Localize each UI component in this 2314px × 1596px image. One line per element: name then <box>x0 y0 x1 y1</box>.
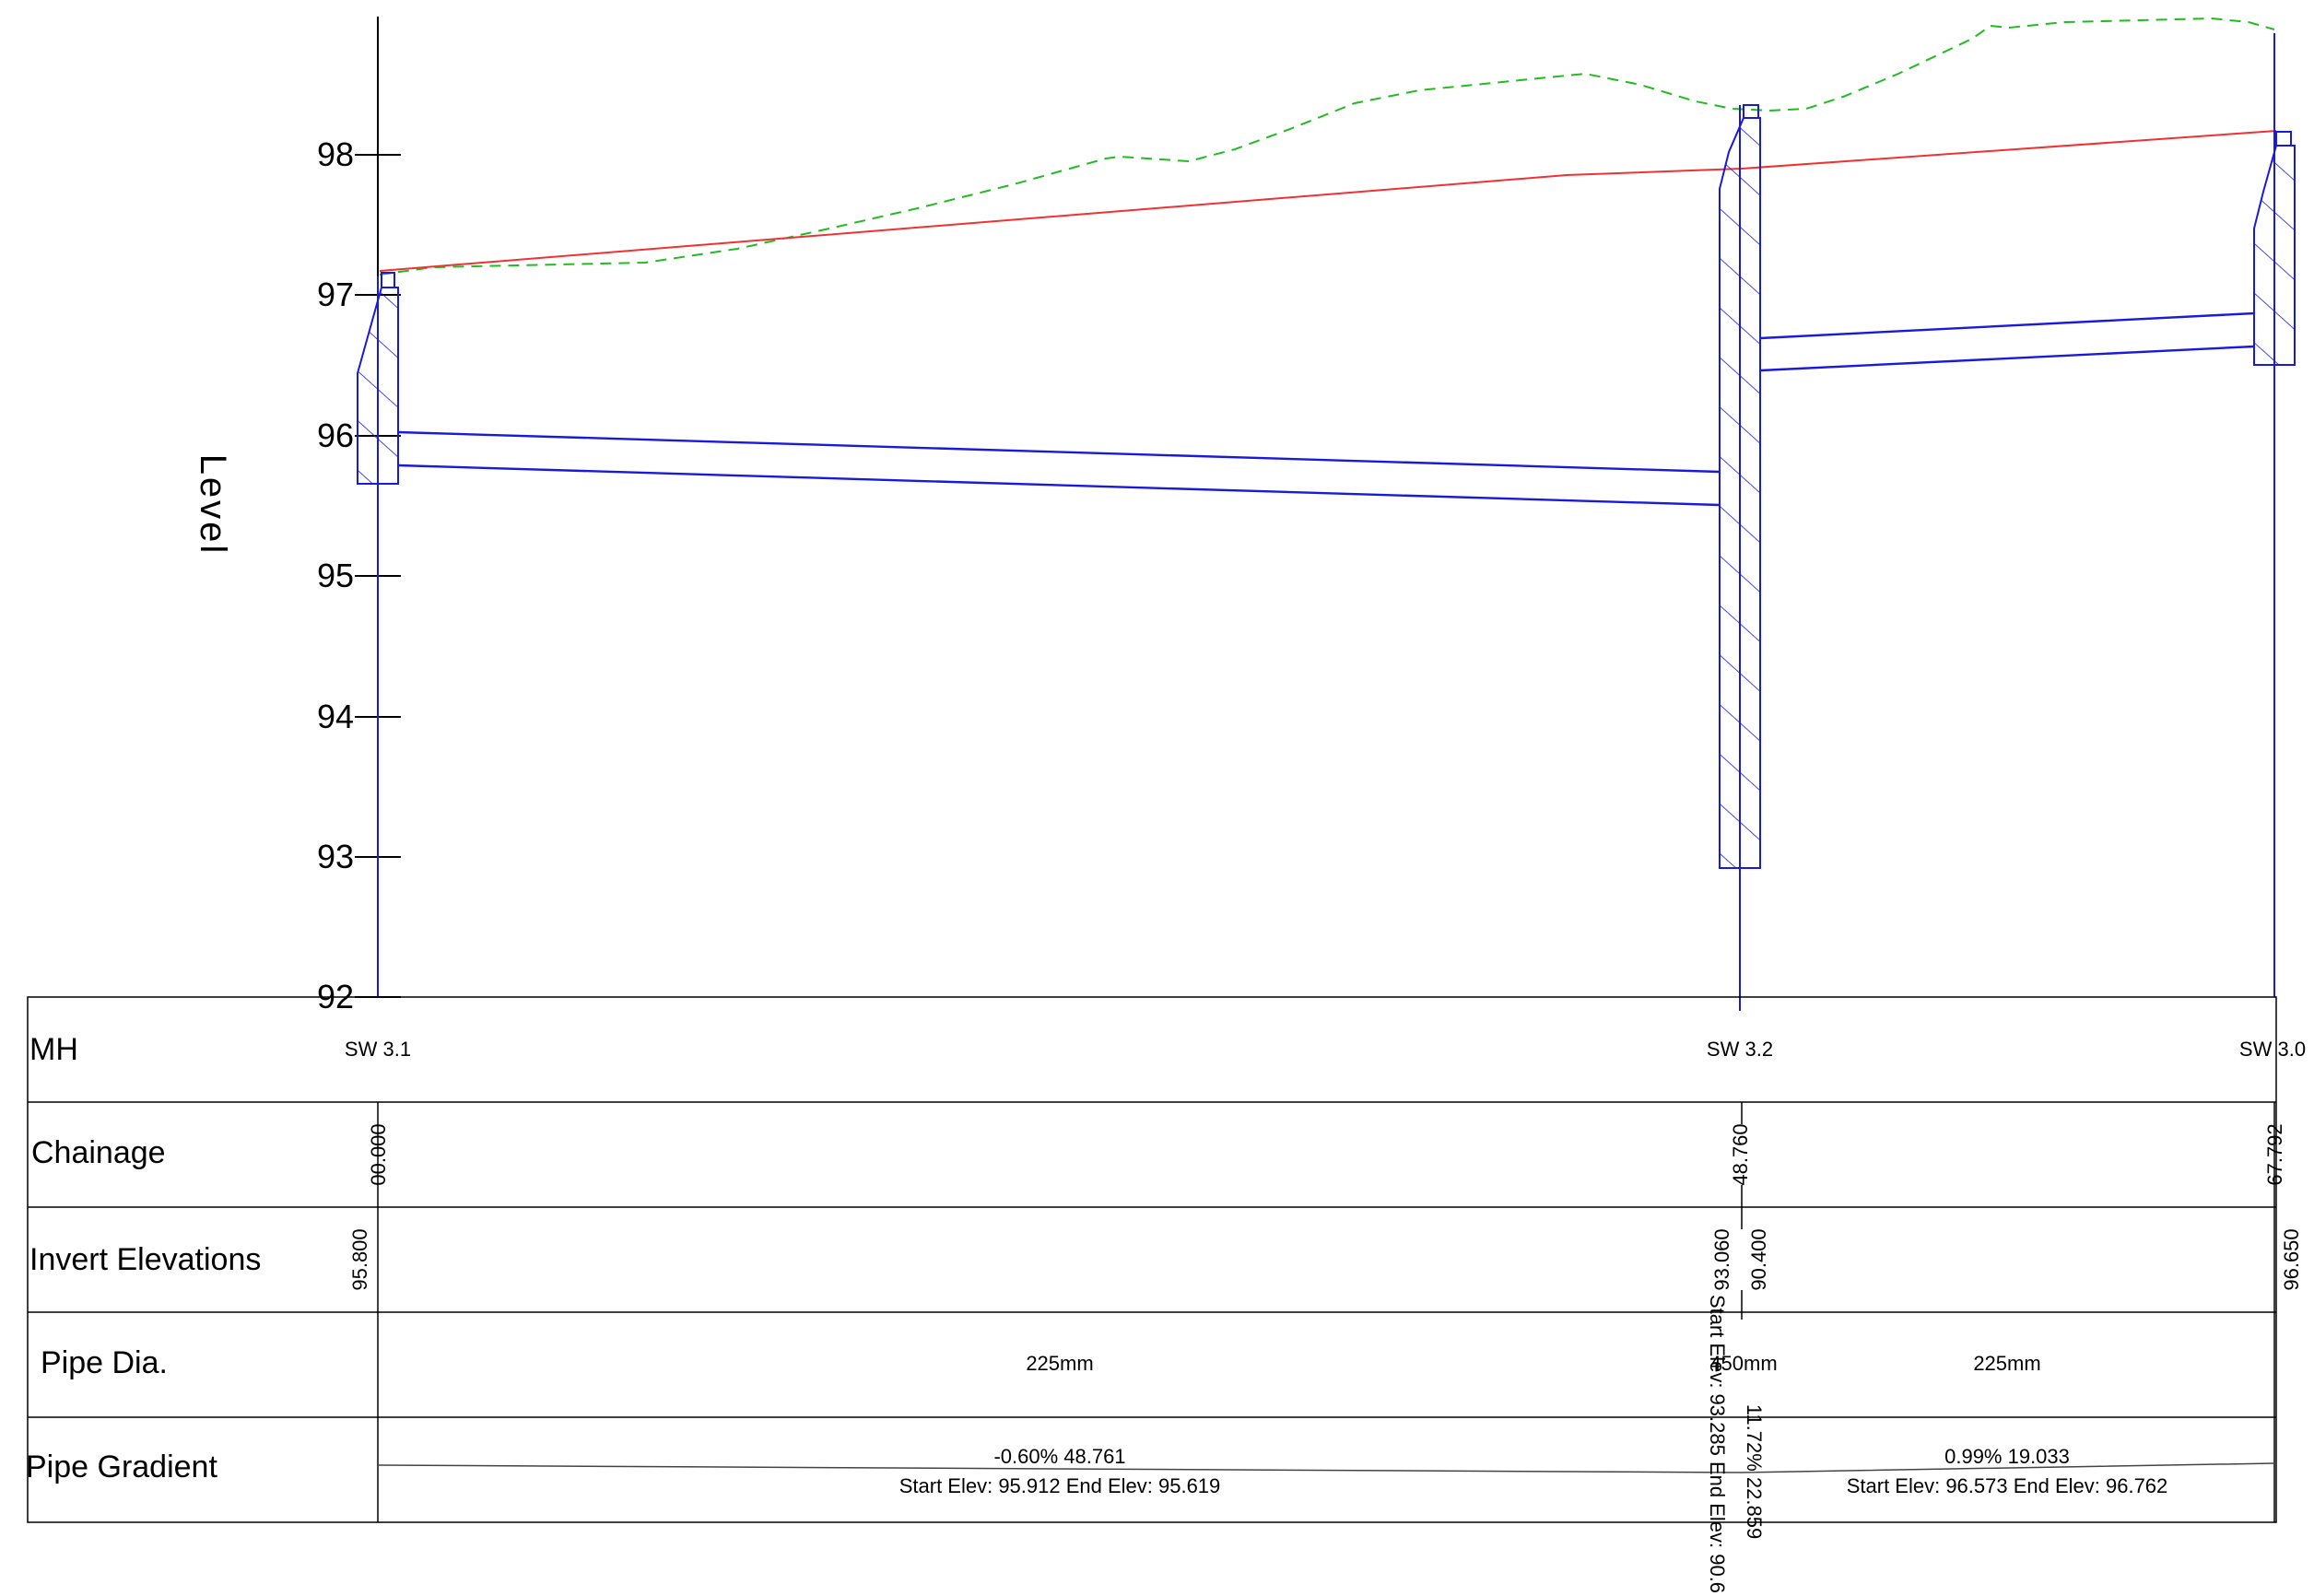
manhole-cover <box>381 272 395 288</box>
y-tick-label: 93 <box>317 838 354 875</box>
row-label-pipe-gradient: Pipe Gradient <box>26 1449 217 1485</box>
row-label-pipe-dia: Pipe Dia. <box>41 1345 168 1380</box>
pipe-gradient-value: 0.99% 19.033 <box>1944 1445 2070 1468</box>
pipe-dia-value: 225mm <box>1973 1352 2040 1375</box>
pipe-elev-value: Start Elev: 93.285 End Elev: 90.6 <box>1706 1295 1729 1593</box>
y-tick-label: 94 <box>317 698 354 735</box>
y-tick-95: 95 <box>317 557 401 594</box>
y-tick-93: 93 <box>317 838 401 875</box>
pipe-elev-value: Start Elev: 95.912 End Elev: 95.619 <box>899 1474 1221 1497</box>
invert-value: 93.060 <box>1710 1228 1733 1290</box>
row-label-chainage: Chainage <box>31 1135 166 1170</box>
pipe-segment-1 <box>397 430 1721 507</box>
y-tick-label: 97 <box>317 276 354 313</box>
chainage-value: 48.760 <box>1729 1123 1752 1185</box>
design-level-line <box>379 130 2277 272</box>
pipe-dia-value: 225mm <box>1026 1352 1093 1375</box>
mh-label: SW 3.2 <box>1707 1038 1773 1061</box>
y-tick-label: 95 <box>317 557 354 594</box>
chainage-value: 00.000 <box>367 1123 390 1185</box>
table-frame <box>27 996 2277 1523</box>
invert-value: 96.650 <box>2280 1228 2303 1290</box>
invert-value: 90.400 <box>1747 1228 1770 1290</box>
manhole-cover <box>1743 104 1759 119</box>
y-axis-title: Level <box>193 454 233 557</box>
profile-table: MH Chainage Invert Elevations Pipe Dia. … <box>26 996 2306 1593</box>
pipe-elev-value: Start Elev: 96.573 End Elev: 96.762 <box>1847 1474 2168 1497</box>
row-label-mh: MH <box>29 1032 78 1067</box>
manhole-cover <box>2275 131 2292 147</box>
row-label-invert: Invert Elevations <box>29 1242 261 1277</box>
y-tick-98: 98 <box>317 135 401 173</box>
mh-label: SW 3.1 <box>345 1038 411 1061</box>
pipe-segment-3 <box>1759 311 2255 372</box>
pipe-dia-value: 450mm <box>1709 1352 1777 1375</box>
mh-label: SW 3.0 <box>2239 1038 2306 1061</box>
ground-surface-line <box>379 17 2275 276</box>
y-tick-96: 96 <box>317 417 401 454</box>
gradient-profile-line <box>377 1462 2275 1473</box>
y-tick-94: 94 <box>317 698 401 735</box>
chainage-value: 67.792 <box>2263 1123 2286 1185</box>
pipe-gradient-value: 11.72% 22.859 <box>1743 1404 1766 1539</box>
y-tick-label: 98 <box>317 135 354 173</box>
y-axis: 92 93 94 95 96 97 98 Level <box>193 17 401 1015</box>
invert-value: 95.800 <box>348 1228 371 1290</box>
pipe-gradient-value: -0.60% 48.761 <box>993 1445 1125 1468</box>
y-tick-label: 96 <box>317 417 354 454</box>
